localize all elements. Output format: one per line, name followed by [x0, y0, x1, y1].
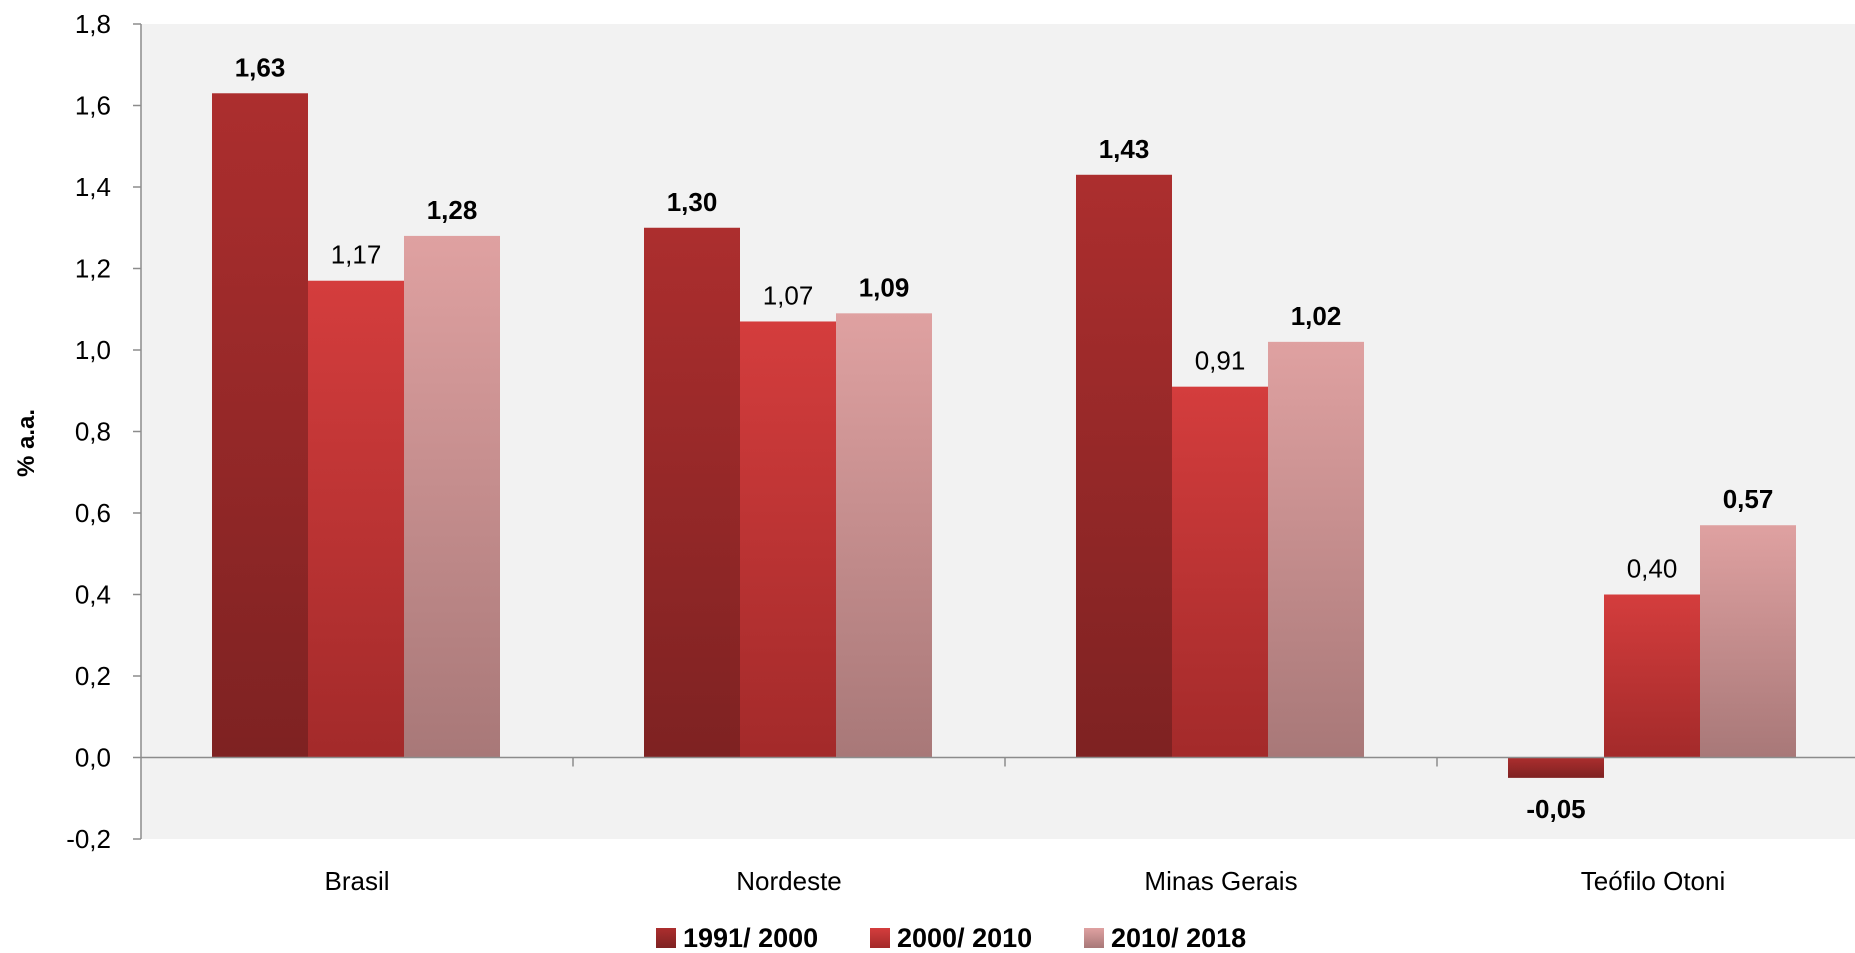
bar — [1604, 595, 1700, 758]
y-axis-title: % a.a. — [13, 409, 40, 477]
bar — [1076, 175, 1172, 758]
data-label: 0,40 — [1627, 554, 1678, 584]
y-axis: -0,2 0,0 0,2 0,4 0,6 0,8 1,0 1,2 1,4 1,6 1,8 — [66, 9, 141, 854]
data-label: 0,57 — [1723, 484, 1774, 514]
data-label: 1,30 — [667, 187, 718, 217]
data-label: 1,07 — [763, 280, 814, 310]
data-label: 1,43 — [1099, 134, 1150, 164]
x-tick-label: Minas Gerais — [1144, 866, 1297, 896]
y-tick-label: 1,6 — [75, 91, 111, 121]
bar — [1268, 342, 1364, 758]
data-label: 1,63 — [235, 52, 286, 82]
bar — [836, 313, 932, 757]
legend: 1991/ 2000 2000/ 2010 2010/ 2018 — [656, 923, 1246, 953]
bar — [644, 228, 740, 758]
legend-label: 2010/ 2018 — [1111, 923, 1246, 953]
data-label: 1,09 — [859, 272, 910, 302]
x-tick-label: Brasil — [324, 866, 389, 896]
legend-label: 2000/ 2010 — [897, 923, 1032, 953]
data-label: 1,02 — [1291, 301, 1342, 331]
y-tick-label: 1,8 — [75, 9, 111, 39]
y-tick-label: -0,2 — [66, 824, 111, 854]
bar — [1172, 387, 1268, 758]
bar — [1508, 758, 1604, 778]
legend-label: 1991/ 2000 — [683, 923, 818, 953]
data-label: 1,28 — [427, 195, 478, 225]
legend-swatch — [656, 928, 676, 948]
legend-swatch — [1084, 928, 1104, 948]
y-tick-label: 0,8 — [75, 417, 111, 447]
bar — [740, 321, 836, 757]
y-tick-label: 1,2 — [75, 254, 111, 284]
x-tick-label: Teófilo Otoni — [1581, 866, 1726, 896]
y-tick-label: 0,6 — [75, 498, 111, 528]
data-label: 0,91 — [1195, 346, 1246, 376]
bar — [404, 236, 500, 758]
bar — [1700, 525, 1796, 757]
y-tick-label: 0,4 — [75, 580, 111, 610]
y-tick-label: 1,0 — [75, 335, 111, 365]
data-label: -0,05 — [1526, 794, 1585, 824]
bar — [308, 281, 404, 758]
x-tick-label: Nordeste — [736, 866, 842, 896]
y-tick-label: 0,0 — [75, 743, 111, 773]
data-label: 1,17 — [331, 240, 382, 270]
y-tick-label: 1,4 — [75, 172, 111, 202]
y-tick-label: 0,2 — [75, 661, 111, 691]
legend-swatch — [870, 928, 890, 948]
bar — [212, 93, 308, 757]
